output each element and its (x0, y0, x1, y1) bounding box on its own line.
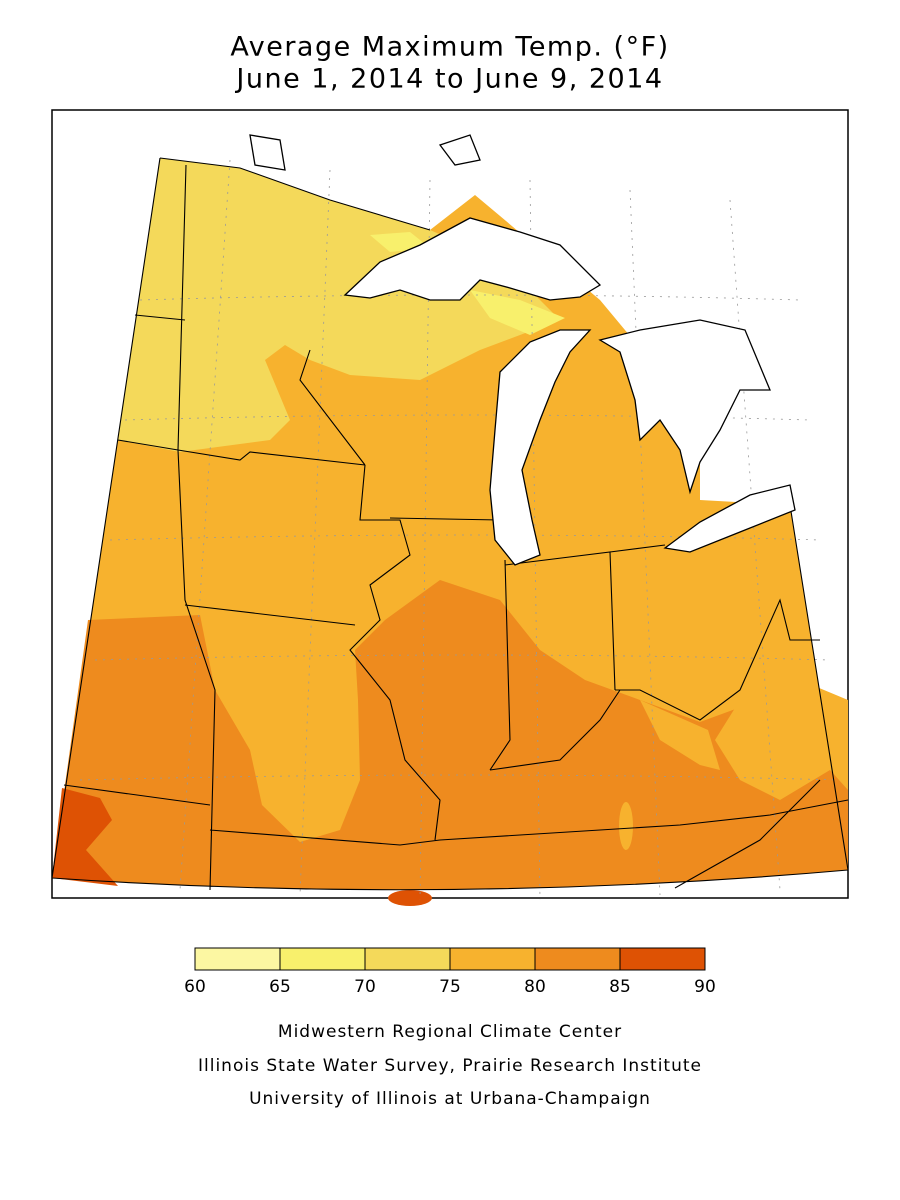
subtitle: June 1, 2014 to June 9, 2014 (234, 64, 663, 95)
legend-tick-label: 70 (354, 977, 376, 997)
legend-swatch (449, 947, 536, 971)
zone (388, 890, 432, 906)
lake-erie (663, 484, 796, 553)
lake-huron (598, 319, 771, 495)
legend-tick-label: 80 (524, 977, 546, 997)
zone (52, 788, 118, 886)
legend-swatch (619, 947, 706, 971)
credit: Illinois State Water Survey, Prairie Res… (198, 1056, 702, 1076)
zone (715, 680, 848, 800)
legend: 60 65 70 75 80 85 90 (184, 947, 716, 997)
legend-swatch (194, 947, 281, 971)
legend-tick-label: 90 (694, 977, 716, 997)
legend-swatch (279, 947, 366, 971)
legend-tick-label: 60 (184, 977, 206, 997)
legend-swatch (534, 947, 621, 971)
zone (118, 158, 560, 452)
lake-superior (343, 217, 602, 301)
lake (249, 134, 481, 171)
zone (52, 580, 848, 890)
legend-swatch (364, 947, 451, 971)
map (51, 109, 849, 906)
credit: Midwestern Regional Climate Center (278, 1022, 622, 1042)
lake-michigan (489, 329, 592, 566)
legend-tick-label: 75 (439, 977, 461, 997)
credit: University of Illinois at Urbana-Champai… (249, 1089, 651, 1109)
legend-tick-label: 85 (609, 977, 631, 997)
legend-tick-label: 65 (269, 977, 291, 997)
zone (470, 290, 565, 335)
state-border (51, 157, 849, 891)
zone (619, 802, 633, 850)
zone (640, 700, 720, 770)
title: Average Maximum Temp. (°F) (230, 32, 669, 63)
